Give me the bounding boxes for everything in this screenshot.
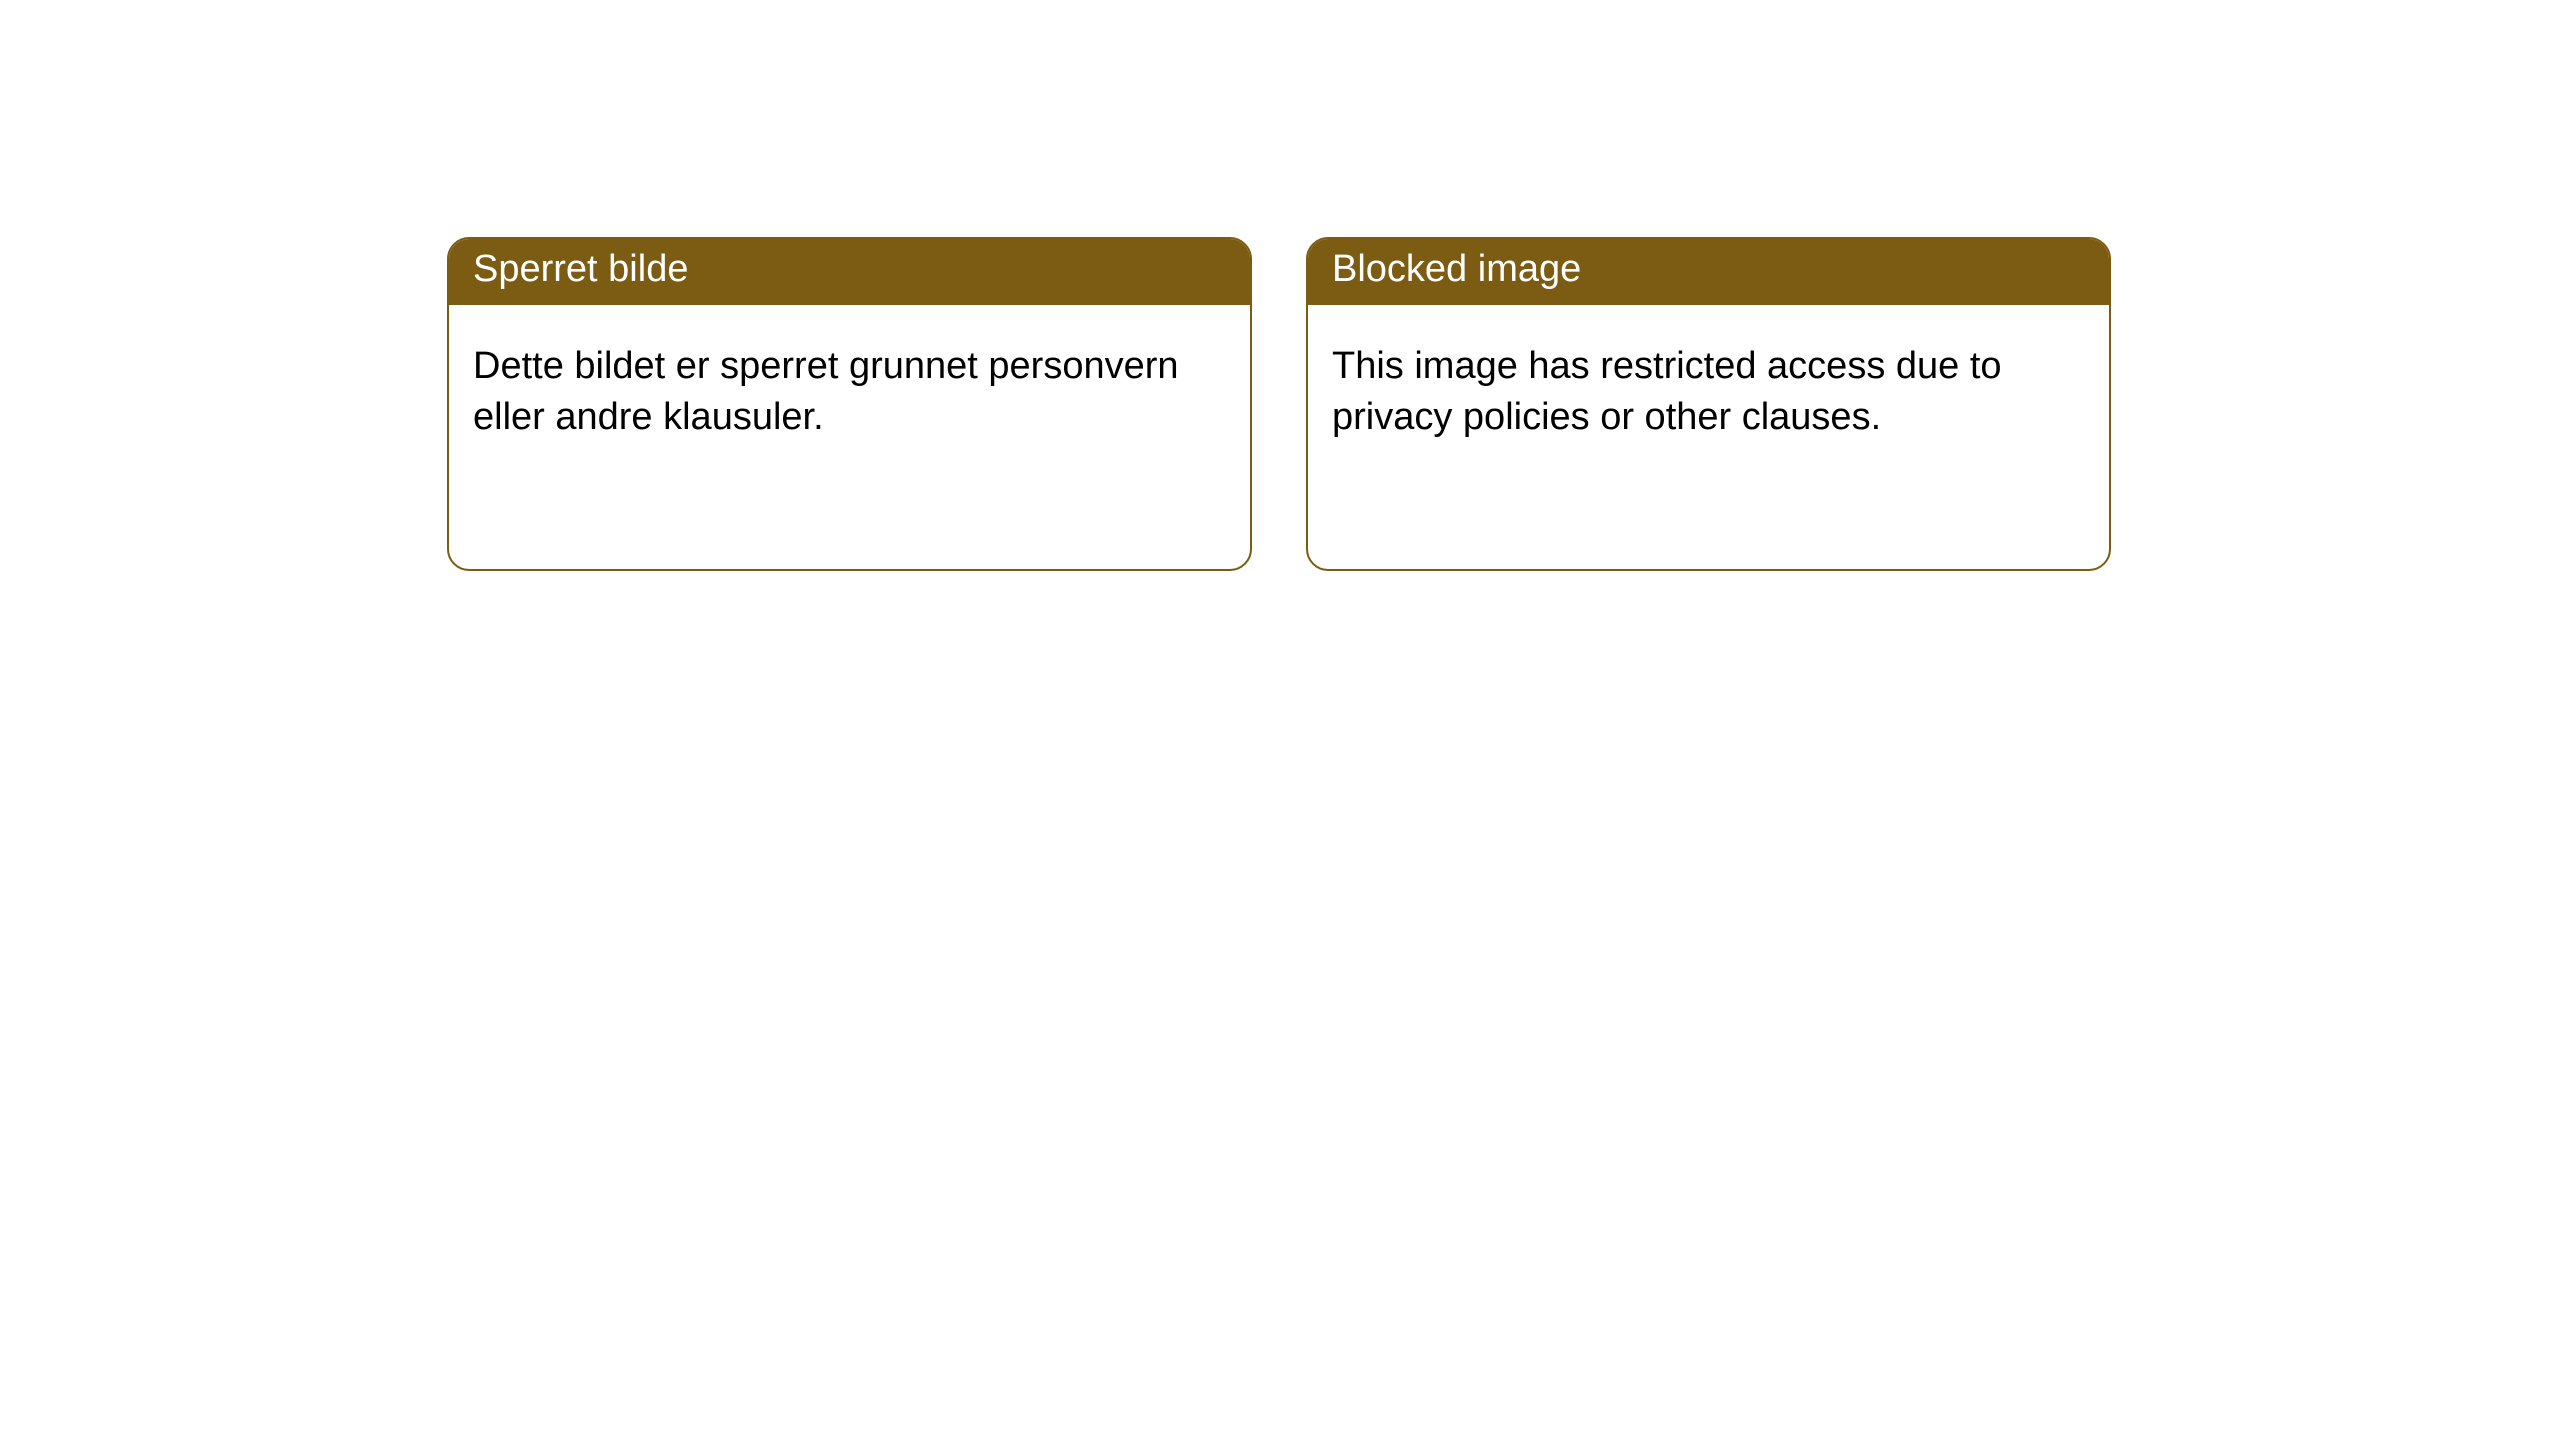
notice-card-english: Blocked image This image has restricted … xyxy=(1306,237,2111,571)
notice-title-english: Blocked image xyxy=(1308,239,2109,305)
blocked-image-notices: Sperret bilde Dette bildet er sperret gr… xyxy=(0,0,2560,571)
notice-body-english: This image has restricted access due to … xyxy=(1308,305,2109,468)
notice-card-norwegian: Sperret bilde Dette bildet er sperret gr… xyxy=(447,237,1252,571)
notice-body-norwegian: Dette bildet er sperret grunnet personve… xyxy=(449,305,1250,468)
notice-title-norwegian: Sperret bilde xyxy=(449,239,1250,305)
